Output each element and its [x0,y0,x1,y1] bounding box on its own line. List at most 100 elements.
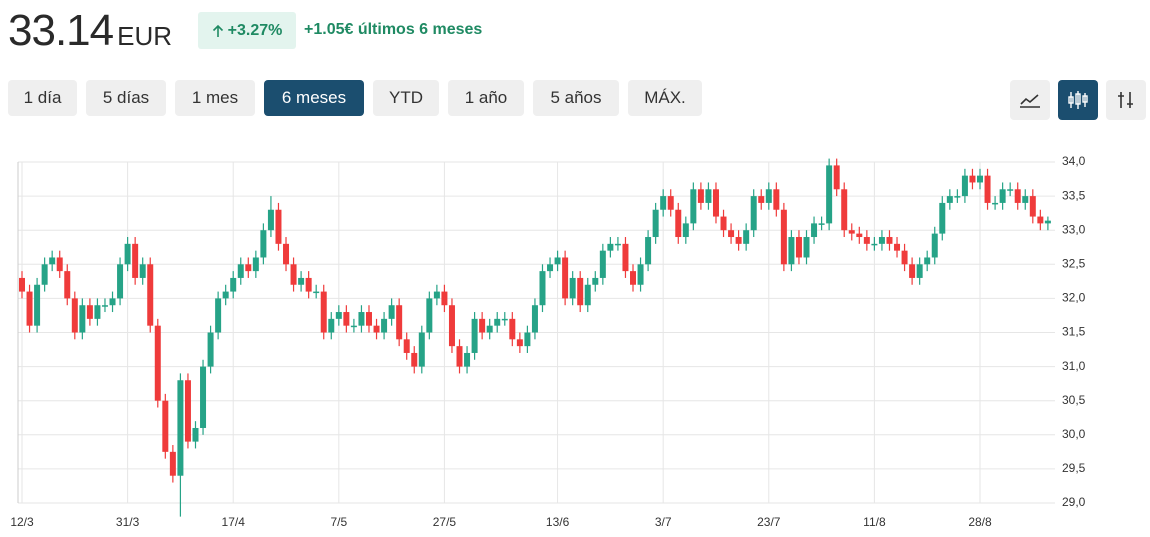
y-tick-label: 31,0 [1062,359,1086,373]
candle-body [222,291,229,299]
candle-body [275,209,282,244]
candle-body [999,189,1006,203]
candle-body [961,175,968,197]
range-button[interactable]: 1 año [448,80,524,116]
chart: 29,0 29,5 30,0 30,5 31,0 31,5 32,0 32,5 33,0 33,5… [10,154,1086,529]
candle-body [614,243,621,246]
x-tick-label: 27/5 [433,515,457,529]
candle-body [773,189,780,210]
candle-body [924,257,931,265]
currency: EUR [117,21,173,51]
candle-body [86,305,93,319]
candle-body [863,237,870,244]
candle-body [901,250,908,265]
candle-body [765,189,772,203]
x-tick-label: 17/4 [222,515,246,529]
candle-body [117,264,124,299]
candle-body [64,271,71,299]
x-tick-label: 3/7 [655,515,672,529]
candle-body [124,243,131,265]
y-tick-label: 31,5 [1062,325,1086,339]
candle-body [667,196,674,210]
candle-body [909,264,916,278]
candle-body [298,277,305,285]
candle-body [969,175,976,183]
candle-body [56,257,63,272]
y-tick-label: 32,5 [1062,256,1086,270]
line-chart-button[interactable] [1010,80,1050,120]
candle-body [841,189,848,231]
candle-body [328,318,335,333]
candle-body [682,223,689,238]
candle-body [411,352,418,367]
price: 33.14 [8,6,114,55]
x-tick-label: 28/8 [968,515,992,529]
candle-body [147,264,154,326]
candle-body [569,277,576,299]
candle-body [984,175,991,203]
y-tick-label: 32,0 [1062,291,1086,305]
candle-body [71,298,78,333]
candle-body [396,305,403,340]
candle-body [19,277,25,292]
candle-body [464,352,471,367]
range-button[interactable]: 1 mes [175,80,255,116]
candle-body [365,312,372,326]
candle-chart-button[interactable] [1058,80,1098,120]
candle-body [1029,196,1036,217]
candle-body [200,366,207,428]
candle-body [992,202,999,205]
candle-body [977,175,983,183]
range-button[interactable]: 1 día [8,80,77,116]
candle-body [705,189,712,203]
candle-body [177,380,184,476]
candle-body [1014,189,1021,203]
adjust-button[interactable] [1106,80,1146,120]
candle-body [939,202,946,234]
candle-body [780,209,787,265]
candle-body [652,209,659,238]
candle-body [230,277,237,292]
x-tick-label: 11/8 [863,515,886,529]
x-tick-label: 13/6 [546,515,570,529]
candle-body [501,318,508,321]
candle-body [1007,189,1014,191]
range-button[interactable]: YTD [373,80,439,116]
candle-body [788,237,795,265]
candle-body [1022,196,1029,203]
candle-body [630,271,637,285]
candle-body [290,264,297,285]
candle-body [403,339,410,353]
candle-body [283,243,290,265]
range-button[interactable]: 6 meses [264,80,364,116]
candle-body [418,332,425,367]
range-button[interactable]: 5 años [533,80,619,116]
candle-body [795,237,802,258]
candle-body [916,264,923,278]
candle-body [554,257,561,265]
range-button[interactable]: 5 días [86,80,166,116]
candle-body [267,209,274,231]
candle-body [479,318,486,333]
candle-body [486,325,493,333]
candle-body [154,325,161,401]
candle-body [184,380,191,442]
candle-body [931,233,938,258]
candle-body [448,305,455,347]
x-tick-label: 23/7 [757,515,781,529]
candle-body [1037,216,1044,224]
candle-body [207,332,214,367]
candle-body [622,243,629,272]
candle-body [426,298,433,333]
candle-body [358,312,365,326]
candle-body [811,223,818,238]
candle-body [712,189,719,217]
range-button[interactable]: MÁX. [628,80,702,116]
x-tick-label: 7/5 [330,515,347,529]
candle-body [245,264,252,272]
candle-body [886,237,893,244]
candle-body [494,318,501,326]
candle-body [509,318,516,340]
candle-body [260,230,267,258]
candle-body [728,230,735,238]
